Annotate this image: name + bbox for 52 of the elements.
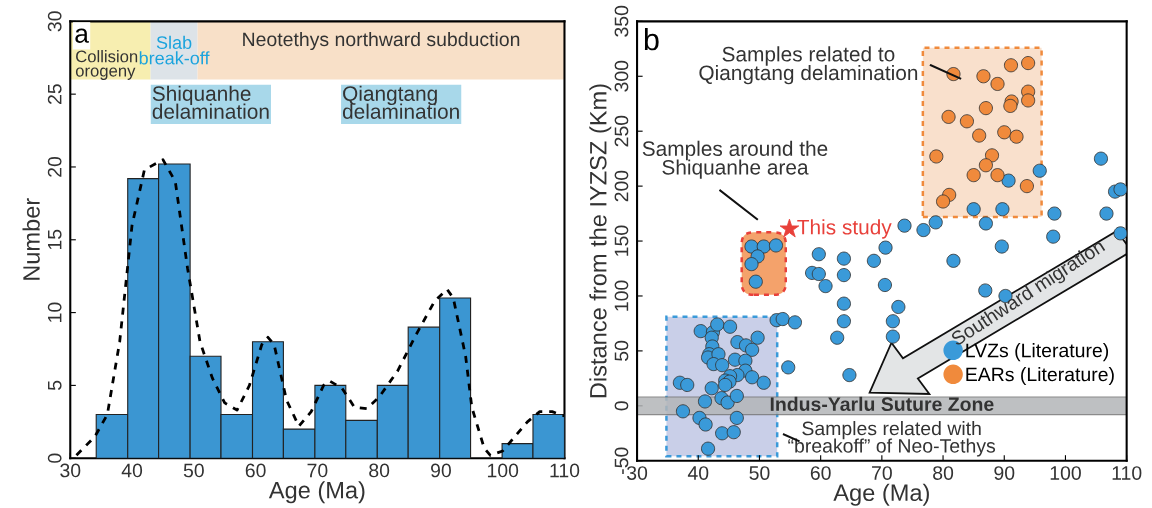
y-tick-label: 200	[614, 170, 629, 202]
x-tick-label: 60	[810, 466, 831, 480]
annotation: Shiquanhe delamination	[152, 85, 269, 119]
annotation: b	[644, 27, 659, 51]
x-tick-label: 90	[994, 466, 1015, 480]
y-axis-title: Number	[22, 198, 40, 280]
annotation: a	[75, 28, 89, 43]
y-tick-label: 50	[614, 340, 629, 361]
y-tick-label: 20	[47, 156, 62, 177]
y-tick-label: 100	[614, 280, 629, 311]
annotation: Samples around the Shiquanhe area	[642, 140, 828, 179]
x-tick-label: 80	[933, 466, 954, 480]
x-tick-label: 80	[369, 463, 390, 478]
x-axis-title: Age (Ma)	[833, 483, 929, 506]
x-tick-label: 70	[872, 466, 892, 480]
x-tick-label: 70	[307, 463, 328, 478]
x-tick-label: 30	[626, 466, 648, 480]
y-tick-label: 250	[614, 115, 629, 147]
annotation: Samples related with “breakoff” of Neo-Tethys	[788, 421, 996, 457]
x-tick-label: 110	[1112, 466, 1142, 480]
series-label: This study	[797, 219, 892, 239]
y-tick-label: 300	[614, 60, 629, 92]
x-tick-label: 100	[487, 463, 519, 478]
band-label: Slab break-off	[139, 35, 210, 65]
x-tick-label: 90	[431, 463, 451, 478]
y-tick-label: -50	[614, 447, 629, 474]
annotation: Samples related to Qiangtang delamination	[699, 46, 918, 85]
x-tick-label: 60	[245, 463, 266, 478]
x-tick-label: 50	[183, 463, 204, 478]
y-tick-label: 15	[48, 229, 62, 250]
legend-label: LVZs (Literature)	[966, 343, 1109, 362]
y-tick-label: 350	[614, 5, 629, 37]
y-tick-label: 5	[48, 380, 62, 391]
y-axis-title: Distance from the IYZSZ (Km)	[589, 84, 612, 398]
x-tick-label: 30	[60, 463, 81, 478]
y-tick-label: 150	[614, 225, 629, 256]
annotation: Qiangtang delamination	[342, 85, 459, 119]
legend-label: EARs (Literature)	[966, 367, 1114, 386]
y-tick-label: 0	[614, 401, 629, 411]
y-tick-label: 0	[47, 453, 62, 463]
band-label: Neotethys northward subduction	[243, 31, 520, 51]
x-axis-title: Age (Ma)	[268, 481, 365, 504]
y-tick-label: 25	[47, 84, 62, 104]
x-tick-label: 40	[121, 463, 143, 478]
x-tick-label: 40	[687, 466, 709, 480]
y-tick-label: 30	[47, 11, 62, 32]
x-tick-label: 100	[1050, 466, 1081, 480]
band-label: Indus-Yarlu Suture Zone	[770, 396, 994, 412]
x-tick-label: 110	[550, 463, 580, 478]
y-tick-label: 10	[47, 302, 62, 322]
band-label: Collision orogeny	[75, 50, 138, 80]
x-tick-label: 50	[749, 466, 770, 480]
